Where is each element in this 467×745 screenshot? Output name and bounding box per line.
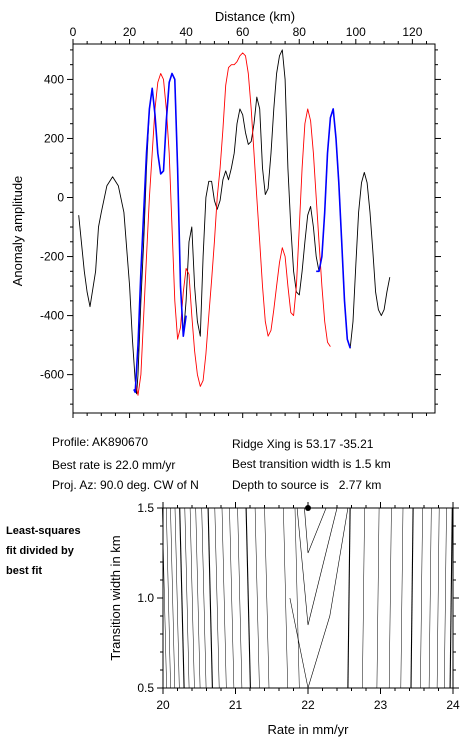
contour-axis-ticks — [157, 502, 459, 694]
contour-line — [201, 507, 207, 689]
contour-line — [388, 507, 392, 689]
contour-line — [207, 507, 213, 689]
contour-line — [184, 507, 190, 689]
x-tick-label: 0 — [70, 25, 77, 39]
x-tick-label: 60 — [236, 25, 250, 39]
contour-line — [420, 507, 423, 689]
contour-line — [444, 507, 447, 689]
contour-lines — [162, 507, 453, 689]
contour-line — [289, 597, 309, 689]
rate-tick-label: 23 — [374, 698, 388, 712]
y-tick-label: 400 — [44, 72, 64, 86]
y-tick-label: -600 — [40, 368, 64, 382]
contour-line — [264, 507, 270, 689]
y-tick-label: 200 — [44, 131, 64, 145]
contour-line — [254, 507, 260, 689]
contour-line — [376, 507, 380, 689]
profile-label: Profile: AK890670 — [52, 435, 149, 449]
contour-line — [436, 507, 440, 689]
anomaly-series-2 — [133, 72, 187, 394]
note-line-2: fit divided by — [6, 545, 74, 557]
contour-line — [347, 507, 351, 689]
width-tick-label: 0.5 — [137, 681, 154, 695]
contour-line — [174, 507, 180, 689]
ridge-xing-label: Ridge Xing is 53.17 -35.21 — [232, 437, 374, 451]
contour-line — [296, 507, 338, 626]
contour-line — [294, 507, 300, 689]
contour-line — [245, 507, 251, 689]
contour-line — [229, 507, 235, 689]
x-tick-label: 40 — [179, 25, 193, 39]
rate-tick-label: 24 — [446, 698, 460, 712]
contour-line — [237, 507, 243, 689]
contour-line — [400, 507, 404, 689]
contour-line — [428, 507, 432, 689]
anomaly-series-group — [78, 49, 391, 396]
contour-line — [304, 507, 327, 554]
y-tick-label: -200 — [40, 250, 64, 264]
width-tick-label: 1.0 — [137, 591, 154, 605]
anomaly-series-3 — [316, 108, 351, 349]
anomaly-series-1 — [134, 52, 331, 396]
contour-line — [214, 507, 220, 689]
proj-az-label: Proj. Az: 90.0 deg. CW of N — [52, 478, 199, 492]
contour-line — [449, 507, 453, 689]
anomaly-axis-ticks — [67, 39, 441, 418]
depth-label: Depth to source is 2.77 km — [232, 478, 382, 492]
contour-line — [410, 507, 414, 689]
contour-plot-frame — [162, 507, 454, 689]
contour-line — [307, 507, 349, 689]
anomaly-series-0 — [78, 49, 391, 395]
note-line-3: best fit — [6, 565, 43, 577]
x-tick-label: 120 — [402, 25, 422, 39]
contour-line — [189, 507, 195, 689]
anomaly-tick-labels: 0 20 40 60 80 100 120 -600 -400 -200 0 200 400 — [40, 25, 423, 382]
contour-y-axis-title: Transition width in km — [108, 535, 123, 660]
contour-x-axis-title: Rate in mm/yr — [268, 722, 350, 737]
contour-line — [162, 507, 167, 689]
contour-line — [362, 507, 365, 689]
contour-line — [283, 507, 288, 689]
best-fit-marker — [305, 505, 311, 511]
contour-line — [221, 507, 227, 689]
rate-tick-label: 21 — [229, 698, 243, 712]
x-tick-label: 100 — [346, 25, 366, 39]
x-tick-label: 20 — [123, 25, 137, 39]
contour-legend-note: Least-squares fit divided by best fit — [6, 521, 106, 581]
contour-line — [179, 507, 185, 689]
rate-tick-label: 22 — [301, 698, 315, 712]
y-tick-label: 0 — [57, 191, 64, 205]
y-tick-label: -400 — [40, 309, 64, 323]
anomaly-plot-frame — [72, 43, 436, 414]
x-tick-label: 80 — [293, 25, 307, 39]
best-rate-label: Best rate is 22.0 mm/yr — [52, 458, 176, 472]
best-width-label: Best transition width is 1.5 km — [232, 457, 391, 471]
rate-tick-label: 20 — [156, 698, 170, 712]
contour-line — [170, 507, 176, 689]
contour-line — [166, 507, 171, 689]
note-line-1: Least-squares — [6, 525, 81, 537]
width-tick-label: 1.5 — [137, 501, 154, 515]
y-axis-title: Anomaly amplitude — [10, 176, 25, 287]
x-axis-title: Distance (km) — [215, 9, 295, 24]
contour-line — [195, 507, 201, 689]
contour-tick-labels: 20 21 22 23 24 0.5 1.0 1.5 — [137, 501, 460, 712]
